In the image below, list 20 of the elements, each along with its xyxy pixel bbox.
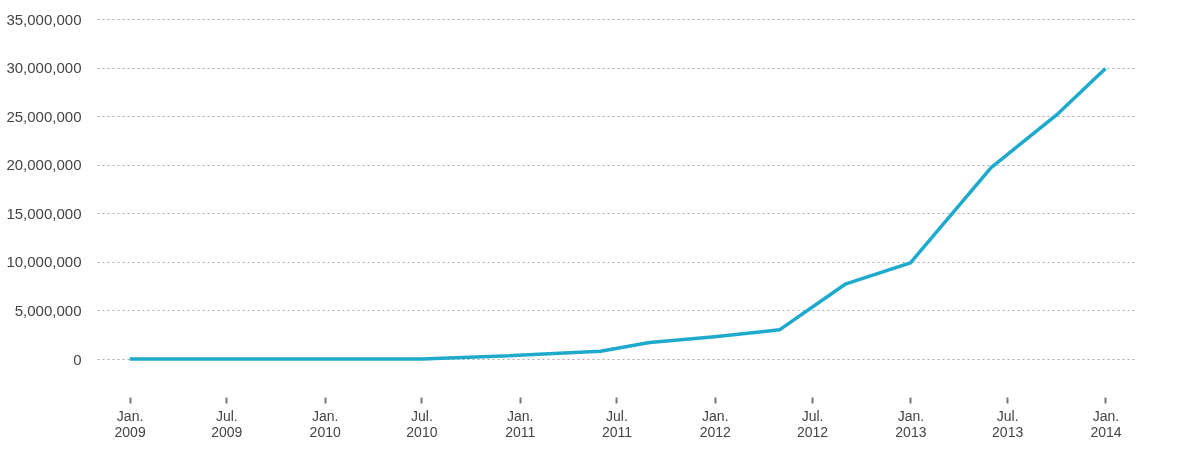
y-tick-label: 10,000,000 (6, 253, 82, 271)
y-tick-label: 20,000,000 (6, 156, 82, 174)
x-tick-label: Jul. 2010 (406, 407, 438, 440)
x-tick-label: Jul. 2011 (601, 407, 633, 440)
x-tick-label: Jul. 2012 (796, 407, 829, 440)
x-tick-label: Jan. 2013 (895, 407, 927, 440)
y-tick-label: 15,000,000 (6, 204, 82, 222)
y-tick-label: 0 (73, 350, 82, 368)
x-tick-label: Jul. 2013 (992, 407, 1024, 440)
x-tick-label: Jan. 2012 (699, 407, 732, 440)
y-tick-label: 25,000,000 (6, 107, 82, 125)
x-tick-label: Jan. 2009 (114, 407, 146, 440)
x-tick-label: Jan. 2010 (309, 407, 341, 440)
y-tick-label: 30,000,000 (6, 59, 82, 77)
x-tick-label: Jan. 2011 (505, 407, 536, 440)
y-tick-label: 5,000,000 (14, 301, 82, 319)
line-series (127, 66, 1108, 361)
x-tick-label: Jul. 2009 (211, 407, 243, 440)
y-tick-label: 35,000,000 (6, 10, 82, 28)
x-tick-label: Jan. 2014 (1090, 407, 1122, 440)
